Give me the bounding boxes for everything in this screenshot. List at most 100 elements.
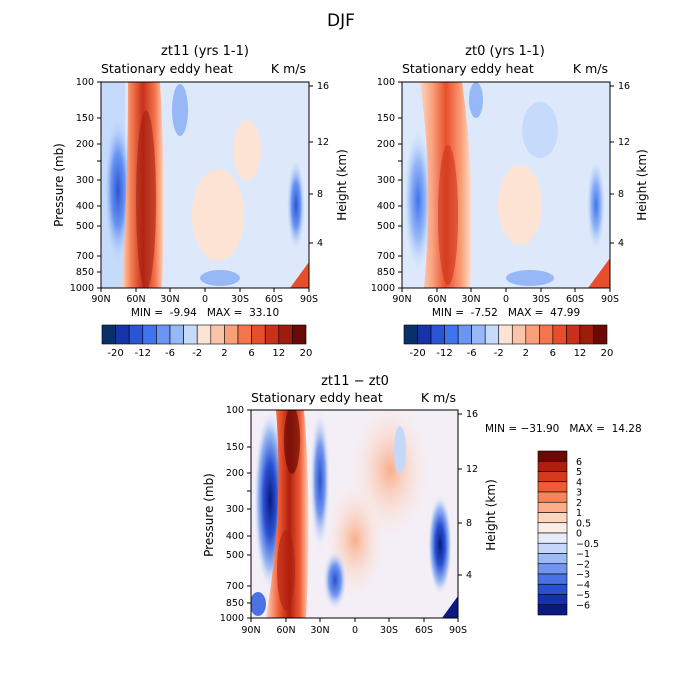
y-tick-label: 400 <box>377 201 395 212</box>
colorbar-label: −5 <box>576 590 590 601</box>
colorbar-swatch <box>101 324 116 345</box>
y-tick-label: 150 <box>226 442 244 453</box>
colorbar-label: -12 <box>436 348 452 359</box>
colorbar-swatch <box>457 324 472 345</box>
colorbar-swatch <box>537 542 568 554</box>
positive-anomaly <box>192 169 244 261</box>
colorbar-swatch <box>537 594 568 606</box>
colorbar-swatch <box>537 450 568 462</box>
colorbar-label: −6 <box>576 600 590 611</box>
y-tick-label: 150 <box>377 113 395 124</box>
negative-anomaly <box>587 160 605 250</box>
colorbar-swatch <box>142 324 157 345</box>
x-tick-label: 60S <box>566 294 584 305</box>
contour-field <box>251 410 458 618</box>
y-tick-label: 1000 <box>220 613 244 624</box>
negative-anomaly <box>469 82 483 118</box>
y-tick-label: 850 <box>76 267 94 278</box>
colorbar-label: −0.5 <box>576 539 599 550</box>
polar-surface-maximum <box>290 262 309 288</box>
y-tick-label: 500 <box>377 221 395 232</box>
colorbar-swatch <box>537 532 568 544</box>
colorbar-swatch <box>593 324 608 345</box>
colorbar-swatch <box>417 324 432 345</box>
height-tick-label: 12 <box>466 464 478 475</box>
height-tick-label: 16 <box>317 81 329 92</box>
x-tick-label: 60N <box>276 625 295 636</box>
x-tick-label: 0 <box>202 294 208 305</box>
colorbar-swatch <box>537 522 568 534</box>
height-tick-label: 8 <box>618 189 624 200</box>
positive-anomaly <box>233 120 261 180</box>
panel-title: zt0 (yrs 1-1) <box>465 44 545 59</box>
x-tick-label: 60S <box>415 625 433 636</box>
colorbar-swatch <box>537 481 568 493</box>
y-tick-label: 700 <box>377 251 395 262</box>
height-tick-label: 8 <box>466 518 472 529</box>
colorbar-label: -20 <box>107 348 123 359</box>
colorbar-label: 2 <box>221 348 227 359</box>
x-tick-label: 30S <box>532 294 550 305</box>
y-axis-title: Pressure (mb) <box>52 143 66 227</box>
y-tick-label: 1000 <box>371 283 395 294</box>
y-tick-label: 300 <box>377 175 395 186</box>
colorbar-swatch <box>537 491 568 503</box>
y-tick-label: 700 <box>226 581 244 592</box>
colorbar-swatch <box>224 324 239 345</box>
colorbar-label: 5 <box>576 467 582 478</box>
panel-title: zt11 (yrs 1-1) <box>161 44 249 59</box>
tick-marks <box>398 81 614 292</box>
colorbar-swatch <box>537 553 568 565</box>
y-tick-label: 200 <box>226 468 244 479</box>
x-tick-label: 90S <box>300 294 318 305</box>
colorbar-label: −3 <box>576 570 590 581</box>
negative-anomaly <box>200 270 240 286</box>
colorbar-label: 20 <box>601 348 614 359</box>
y-tick-label: 100 <box>377 77 395 88</box>
colorbar-horizontal: -20 -12 -6 -2 2 6 12 20 <box>403 324 614 359</box>
colorbar-swatch <box>537 583 568 595</box>
y-axis-title: Pressure (mb) <box>202 473 216 557</box>
x-tick-label: 60N <box>126 294 145 305</box>
colorbar-swatch <box>552 324 567 345</box>
tick-marks <box>97 81 313 292</box>
colorbar-label: 0 <box>576 529 582 540</box>
colorbar-label: 2 <box>576 498 582 509</box>
x-tick-label: 90N <box>392 294 411 305</box>
panel-subtitle-right: K m/s <box>271 61 306 76</box>
right-axis-title: Height (km) <box>484 479 498 550</box>
y-tick-label: 300 <box>226 504 244 515</box>
x-tick-label: 90S <box>601 294 619 305</box>
height-tick-label: 16 <box>466 409 478 420</box>
panel-difference: zt11 − zt0 Stationary eddy heat K m/s 90… <box>202 374 642 636</box>
heat-flux-core <box>277 530 295 610</box>
colorbar-swatch <box>579 324 594 345</box>
colorbar-swatch <box>537 563 568 575</box>
polar-surface-minimum <box>442 596 458 618</box>
colorbar-swatch <box>128 324 144 345</box>
y-tick-label: 100 <box>76 77 94 88</box>
colorbar-swatch <box>115 324 130 345</box>
colorbar-swatch <box>264 324 280 345</box>
colorbar-swatch <box>537 604 568 616</box>
panel-zt11: zt11 (yrs 1-1) Stationary eddy heat K m/… <box>52 44 349 359</box>
x-tick-label: 30N <box>310 625 329 636</box>
colorbar-label: −2 <box>576 559 590 570</box>
colorbar-label: 6 <box>248 348 254 359</box>
colorbar-swatch <box>156 324 171 345</box>
heat-flux-core <box>284 410 300 474</box>
y-tick-label: 700 <box>76 251 94 262</box>
colorbar-swatch <box>484 324 500 345</box>
negative-anomaly <box>287 160 305 250</box>
colorbar-swatch <box>537 471 568 483</box>
x-tick-label: 60N <box>427 294 446 305</box>
negative-anomaly <box>522 102 558 158</box>
x-tick-label: 30N <box>160 294 179 305</box>
negative-anomaly <box>251 592 266 616</box>
x-tick-label: 0 <box>503 294 509 305</box>
colorbar-swatch <box>537 460 568 472</box>
min-max-readout: MIN = -9.94 MAX = 33.10 <box>131 307 279 319</box>
height-tick-label: 4 <box>618 238 624 249</box>
colorbar-swatch <box>196 324 212 345</box>
